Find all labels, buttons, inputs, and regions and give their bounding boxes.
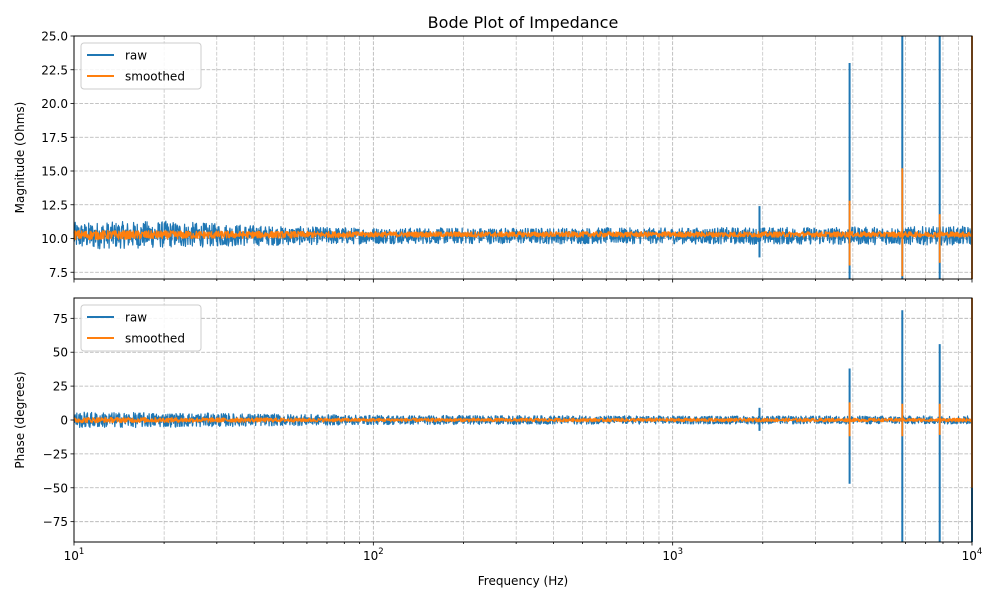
magnitude-legend: raw smoothed xyxy=(80,42,202,90)
y-tick-label: 22.5 xyxy=(41,63,68,77)
series-line-raw xyxy=(73,411,973,429)
magnitude-y-axis-label: Magnitude (Ohms) xyxy=(13,102,27,214)
x-tick-label: 102 xyxy=(363,547,384,563)
magnitude-ticks: 7.5 10.0 12.5 15.0 17.5 20.0 22.5 25.0 xyxy=(41,30,973,283)
legend-label-smoothed: smoothed xyxy=(125,70,185,84)
phase-ticks: −75 −50 −25 0 25 50 75 101 102 103 104 xyxy=(43,312,983,563)
series-line-smoothed xyxy=(73,230,974,241)
phase-panel: −75 −50 −25 0 25 50 75 101 102 103 104 Phase (degr… xyxy=(13,297,983,588)
y-tick-label: −50 xyxy=(43,481,68,495)
magnitude-panel: 7.5 10.0 12.5 15.0 17.5 20.0 22.5 25.0 Magnitud… xyxy=(13,30,974,283)
x-tick-label: 101 xyxy=(64,547,85,563)
y-tick-label: 20.0 xyxy=(41,97,68,111)
series-line-raw xyxy=(73,220,973,250)
y-tick-label: −25 xyxy=(43,447,68,461)
legend-label-raw: raw xyxy=(125,311,147,325)
y-tick-label: 75 xyxy=(53,312,68,326)
y-tick-label: 12.5 xyxy=(41,198,68,212)
y-tick-label: 50 xyxy=(53,346,68,360)
x-tick-label: 103 xyxy=(662,547,683,563)
series-line-smoothed xyxy=(73,416,973,424)
y-tick-label: 25 xyxy=(53,380,68,394)
chart-title: Bode Plot of Impedance xyxy=(428,13,619,32)
y-tick-label: −75 xyxy=(43,515,68,529)
y-tick-label: 17.5 xyxy=(41,131,68,145)
y-tick-label: 25.0 xyxy=(41,30,68,44)
phase-legend: raw smoothed xyxy=(80,304,202,352)
x-axis-label: Frequency (Hz) xyxy=(478,574,569,588)
magnitude-axes-frame xyxy=(73,35,973,280)
phase-y-axis-label: Phase (degrees) xyxy=(13,371,27,468)
y-tick-label: 7.5 xyxy=(49,266,68,280)
y-tick-label: 0 xyxy=(60,414,68,428)
legend-label-smoothed: smoothed xyxy=(125,332,185,346)
x-tick-label: 104 xyxy=(962,547,983,563)
y-tick-label: 10.0 xyxy=(41,232,68,246)
legend-label-raw: raw xyxy=(125,49,147,63)
y-tick-label: 15.0 xyxy=(41,165,68,179)
